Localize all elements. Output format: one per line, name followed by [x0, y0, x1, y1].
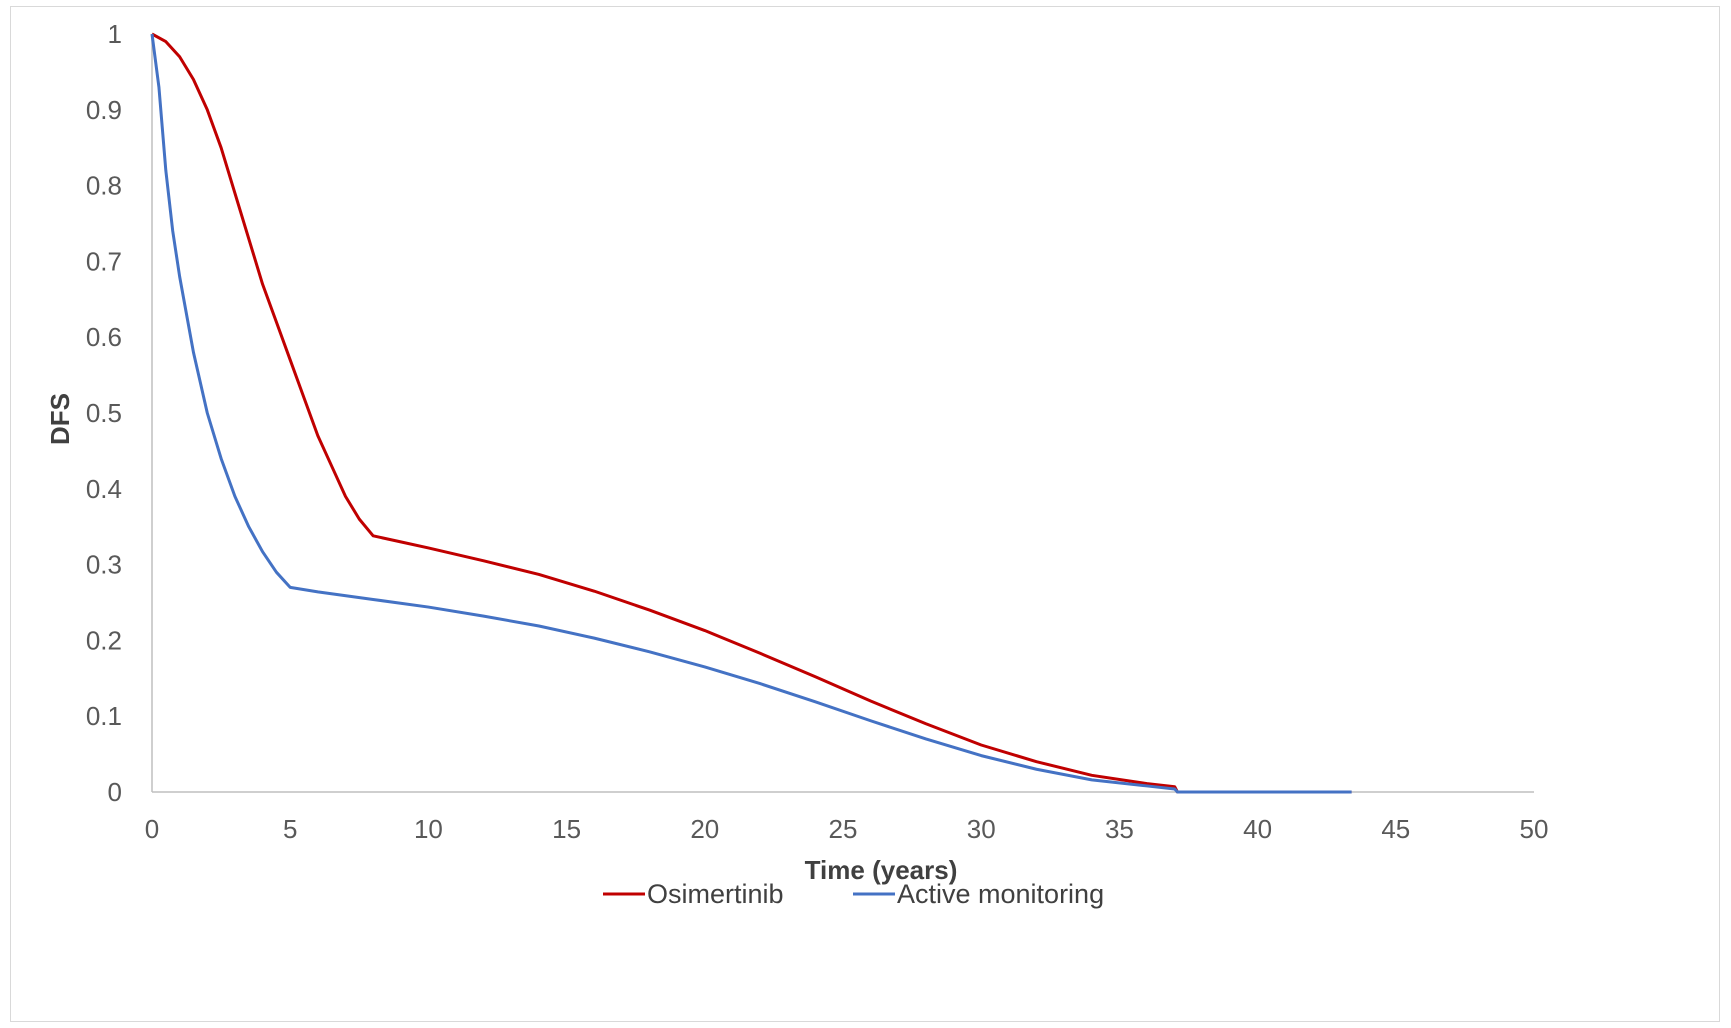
y-tick-label: 0.4	[86, 474, 122, 504]
x-tick-label: 50	[1520, 814, 1549, 844]
series-lines	[150, 32, 1352, 794]
y-tick-label: 0.5	[86, 398, 122, 428]
y-tick-label: 0.7	[86, 246, 122, 276]
x-tick-label: 20	[690, 814, 719, 844]
x-axis: 0 5 10 15 20 25 30 35 40 45 50	[145, 791, 1549, 844]
legend: Osimertinib Active monitoring	[603, 879, 1104, 909]
x-tick-label: 5	[283, 814, 297, 844]
x-tick-label: 30	[967, 814, 996, 844]
y-tick-label: 0	[108, 777, 122, 807]
chart-frame: 0 0.1 0.2 0.3 0.4 0.5 0.6 0.7 0.8 0.9 1 0 5 10 15 20 25…	[10, 6, 1720, 1022]
x-axis-title: Time (years)	[805, 855, 958, 885]
legend-label: Osimertinib	[647, 879, 784, 909]
y-tick-label: 0.8	[86, 171, 122, 201]
y-tick-label: 0.2	[86, 625, 122, 655]
x-tick-label: 15	[552, 814, 581, 844]
x-tick-label: 40	[1243, 814, 1272, 844]
y-tick-label: 0.9	[86, 95, 122, 125]
y-axis-title: DFS	[45, 393, 75, 445]
y-axis: 0 0.1 0.2 0.3 0.4 0.5 0.6 0.7 0.8 0.9 1	[86, 19, 153, 807]
x-tick-label: 0	[145, 814, 159, 844]
series-line-osimertinib	[151, 32, 1352, 794]
y-tick-label: 0.1	[86, 701, 122, 731]
x-tick-label: 45	[1381, 814, 1410, 844]
y-tick-label: 0.3	[86, 550, 122, 580]
legend-label: Active monitoring	[897, 879, 1104, 909]
dfs-line-chart: 0 0.1 0.2 0.3 0.4 0.5 0.6 0.7 0.8 0.9 1 0 5 10 15 20 25…	[45, 19, 1549, 909]
series-line-active-monitoring	[150, 33, 1352, 794]
y-tick-label: 1	[108, 19, 122, 49]
x-tick-label: 35	[1105, 814, 1134, 844]
x-tick-label: 25	[829, 814, 858, 844]
y-tick-label: 0.6	[86, 322, 122, 352]
x-tick-label: 10	[414, 814, 443, 844]
